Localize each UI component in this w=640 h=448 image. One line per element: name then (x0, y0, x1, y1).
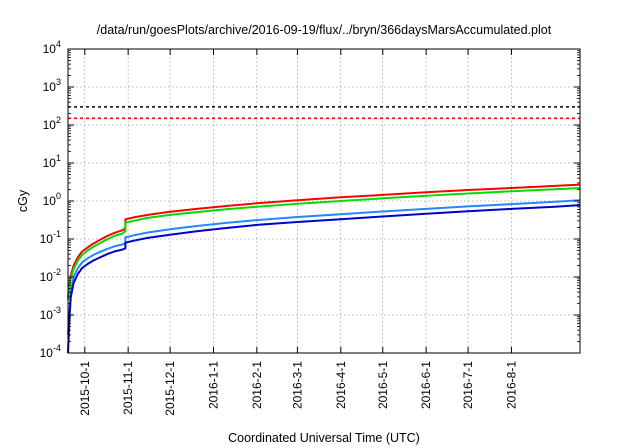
series-line (67, 199, 581, 335)
y-tick-label: 10-3 (40, 305, 61, 322)
y-tick-exponent: 0 (56, 191, 61, 201)
reference-lines (68, 106, 580, 120)
y-tick-label: 100 (43, 191, 61, 208)
x-tick-label: 2015-10-1 (78, 361, 92, 416)
y-tick-exponent: -2 (53, 267, 61, 277)
y-tick-label: 103 (43, 77, 61, 94)
x-axis-title: Coordinated Universal Time (UTC) (228, 431, 420, 445)
y-tick-exponent: 2 (56, 115, 61, 125)
y-tick-label: 10-2 (40, 267, 61, 284)
y-tick-label: 10-1 (40, 229, 61, 246)
chart-title: /data/run/goesPlots/archive/2016-09-19/f… (97, 23, 552, 37)
y-tick-exponent: 3 (56, 77, 61, 87)
y-tick-exponent: -3 (53, 305, 61, 315)
y-tick-label: 10-4 (40, 343, 61, 360)
series-line (67, 183, 581, 298)
x-tick-labels: 2015-10-1 2015-11-1 2015-12-1 2016-1-1 2016-… (78, 361, 519, 416)
x-tick-label: 2015-11-1 (121, 361, 135, 415)
y-tick-label: 101 (43, 153, 61, 170)
x-tick-label: 2016-6-1 (419, 361, 433, 409)
series-line (67, 204, 581, 354)
y-tick-exponent: 4 (56, 39, 61, 49)
y-tick-label: 102 (43, 115, 61, 132)
axis-ticks (68, 48, 580, 354)
grid-lines (68, 49, 580, 353)
x-tick-label: 2016-2-1 (250, 361, 264, 409)
series-lines (67, 183, 581, 354)
x-tick-label: 2016-8-1 (504, 361, 518, 409)
y-axis-title: cGy (16, 189, 30, 212)
y-tick-exponent: -1 (53, 229, 61, 239)
x-tick-label: 2016-1-1 (206, 361, 220, 409)
x-tick-label: 2016-4-1 (334, 361, 348, 409)
y-tick-exponent: -4 (53, 343, 61, 353)
x-tick-label: 2016-3-1 (290, 361, 304, 409)
series-line (67, 187, 581, 301)
x-tick-label: 2016-5-1 (376, 361, 390, 409)
y-tick-exponent: 1 (56, 153, 61, 163)
x-tick-label: 2016-7-1 (461, 361, 475, 409)
y-tick-label: 104 (43, 39, 61, 56)
x-tick-label: 2015-12-1 (163, 361, 177, 416)
